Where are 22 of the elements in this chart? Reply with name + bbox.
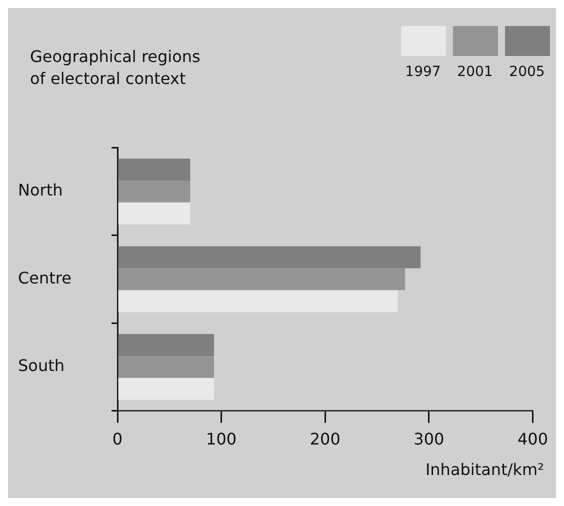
bar — [118, 334, 214, 356]
x-tick-label: 300 — [414, 430, 444, 449]
y-tick-label: North — [18, 180, 63, 200]
legend-label: 2005 — [509, 64, 545, 80]
legend-label: 1997 — [405, 64, 441, 80]
x-tick-label: 0 — [112, 430, 123, 449]
y-axis-title: Geographical regions of electoral context — [30, 46, 200, 90]
bar — [118, 356, 214, 378]
legend-label: 2001 — [457, 64, 493, 80]
x-axis-title: Inhabitant/km² — [425, 460, 544, 479]
bar — [118, 378, 214, 400]
bar — [118, 246, 421, 268]
bar — [118, 268, 406, 290]
bar — [118, 202, 190, 224]
y-tick-label: Centre — [18, 268, 72, 288]
y-tick-label: South — [18, 356, 64, 376]
x-tick-label: 400 — [517, 430, 548, 449]
x-tick-label: 100 — [206, 430, 237, 449]
x-tick-label: 200 — [310, 430, 340, 449]
bar — [118, 290, 398, 312]
bar — [118, 180, 190, 202]
bar — [118, 158, 190, 180]
